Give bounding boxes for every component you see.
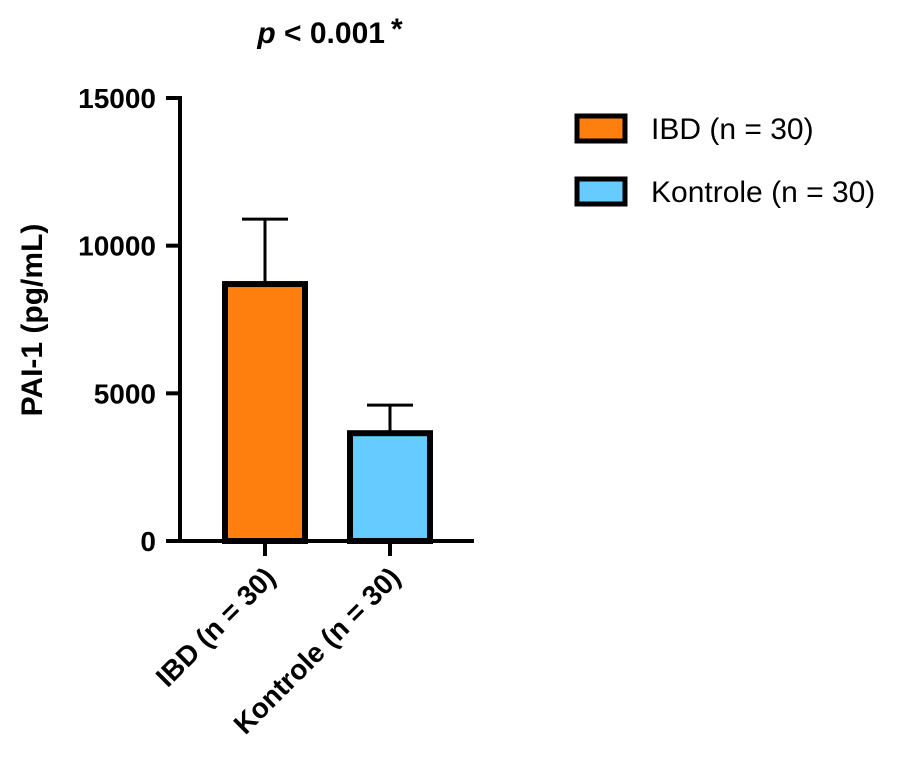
x-axis: IBD (n = 30)Kontrole (n = 30) xyxy=(150,539,474,740)
title-p-symbol: p xyxy=(256,17,275,50)
title-p-value: < 0.001 xyxy=(276,17,385,50)
legend-swatch xyxy=(574,176,628,207)
bars xyxy=(222,217,433,545)
chart-title: p < 0.001 * xyxy=(256,13,403,50)
y-tick-label: 15000 xyxy=(78,83,156,114)
bar xyxy=(222,281,308,544)
title-significance-mark: * xyxy=(391,13,403,46)
y-axis-label: PAI-1 (pg/mL) xyxy=(16,224,49,417)
y-axis: 0 5000 10000 15000 xyxy=(78,83,182,557)
legend-label: Kontrole (n = 30) xyxy=(651,176,875,209)
y-tick-label: 10000 xyxy=(78,231,156,262)
legend: IBD (n = 30) Kontrole (n = 30) xyxy=(574,113,875,209)
x-tick-label: IBD (n = 30) xyxy=(150,561,281,692)
bar xyxy=(347,430,433,545)
legend-label: IBD (n = 30) xyxy=(651,113,814,146)
legend-swatch xyxy=(574,113,628,144)
y-tick-label: 5000 xyxy=(94,378,156,409)
y-tick-label: 0 xyxy=(140,526,156,557)
